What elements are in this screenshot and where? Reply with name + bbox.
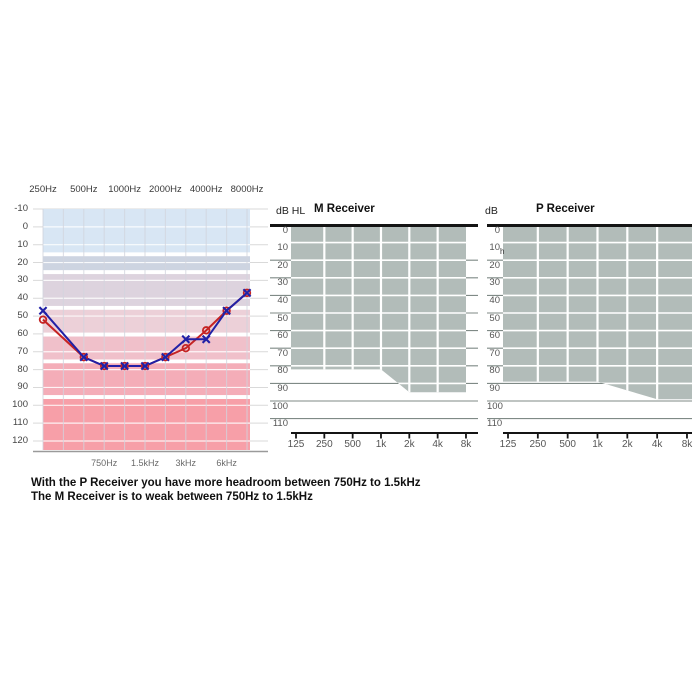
audiogram-db-label: 120	[12, 434, 28, 446]
p-receiver-freq-label: 1k	[592, 439, 603, 450]
p-receiver-db-label: 70	[489, 347, 500, 359]
m-receiver-db-label: 30	[277, 277, 288, 289]
marker-circle	[79, 352, 88, 362]
audiogram-top-freq-label: 8000Hz	[230, 184, 264, 195]
p-receiver-db-label: 0	[494, 224, 500, 236]
audiogram-db-label: 20	[17, 256, 28, 268]
note-line-1: With the P Receiver you have more headro…	[31, 477, 421, 489]
note-line-2: The M Receiver is to weak between 750Hz …	[31, 491, 313, 503]
audiogram-top-freq-label: 250Hz	[29, 184, 57, 195]
p-receiver-db-label: 30	[489, 277, 500, 289]
p-receiver-db-label: 50	[489, 312, 500, 324]
marker-circle	[99, 361, 109, 371]
m-receiver-db-label: 100	[272, 400, 288, 412]
audiogram-top-freq-label: 500Hz	[70, 184, 98, 195]
audiogram-db-label: 50	[17, 310, 28, 322]
marker-x	[120, 361, 129, 371]
marker-x	[140, 361, 150, 371]
m-receiver-db-label: 20	[277, 259, 288, 271]
m-receiver-db-label: 60	[277, 330, 288, 342]
audiogram-db-label: 100	[12, 399, 28, 411]
p-receiver-db-label: 10	[489, 242, 500, 254]
m-receiver-title: M Receiver	[314, 203, 375, 215]
m-receiver-output-area	[291, 226, 466, 393]
p-receiver-axis-unit-label: dB	[485, 205, 498, 217]
audiogram-db-label: -10	[14, 203, 28, 214]
m-receiver-db-label: 80	[277, 365, 288, 377]
p-receiver-freq-label: 125	[499, 439, 517, 450]
m-receiver-freq-label: 2k	[404, 439, 415, 450]
marker-circle	[201, 326, 211, 335]
audiogram-db-label: 30	[17, 274, 28, 286]
marker-circle	[120, 361, 129, 371]
p-receiver-db-label: 100	[487, 400, 503, 412]
p-receiver-freq-label: 500	[559, 439, 576, 450]
marker-x	[222, 306, 231, 316]
p-receiver-freq-label: 8k	[681, 439, 693, 450]
p-receiver-db-label: 60	[489, 330, 500, 342]
m-receiver-freq-label: 250	[315, 439, 333, 450]
audiogram-db-label: 0	[22, 220, 28, 232]
m-receiver-db-label: 90	[277, 382, 288, 394]
m-receiver-axis-unit-label: dB HL	[276, 205, 306, 217]
audiogram-bottom-freq-label: 1.5kHz	[130, 458, 159, 468]
m-receiver-freq-label: 500	[344, 439, 361, 450]
m-receiver-db-label: 0	[282, 224, 288, 236]
p-receiver-db-label: 20	[489, 259, 500, 271]
audiogram-bottom-freq-label: 3kHz	[175, 458, 197, 468]
stray-artifact-mark: h	[500, 247, 505, 256]
marker-x	[242, 288, 252, 298]
marker-circle	[222, 306, 231, 315]
p-receiver-freq-label: 2k	[622, 439, 633, 450]
audiogram-db-label: 60	[17, 327, 28, 339]
series-left-ear-line	[42, 292, 248, 368]
m-receiver-db-label: 110	[272, 418, 288, 430]
p-receiver-title: P Receiver	[536, 203, 595, 215]
audiogram-top-freq-label: 2000Hz	[149, 184, 182, 195]
p-receiver-db-label: 90	[489, 382, 500, 394]
m-receiver-db-label: 50	[277, 312, 288, 324]
m-receiver-freq-label: 125	[287, 439, 305, 450]
audiogram-db-label: 40	[17, 292, 28, 304]
audiogram-db-label: 70	[17, 345, 28, 357]
m-receiver-freq-label: 8k	[460, 439, 472, 450]
p-receiver-freq-label: 4k	[651, 439, 663, 450]
p-receiver-db-label: 40	[489, 294, 500, 306]
audiogram-bottom-freq-label: 750Hz	[91, 458, 118, 468]
marker-x	[99, 361, 109, 371]
marker-circle	[242, 288, 252, 298]
audiogram-db-label: 80	[17, 363, 28, 375]
audiogram-top-freq-label: 4000Hz	[189, 184, 223, 195]
p-receiver-db-label: 110	[487, 418, 503, 430]
marker-x	[201, 334, 211, 344]
audiogram-db-label: 110	[12, 417, 28, 429]
audiogram-db-label: 90	[17, 381, 28, 393]
p-receiver-freq-label: 250	[529, 439, 547, 450]
marker-circle	[181, 343, 190, 353]
m-receiver-freq-label: 4k	[432, 439, 443, 450]
marker-circle	[38, 315, 48, 324]
audiogram-bottom-freq-label: 6kHz	[216, 458, 237, 468]
p-receiver-db-label: 80	[489, 365, 500, 377]
m-receiver-db-label: 70	[277, 347, 288, 359]
marker-x	[161, 352, 170, 362]
marker-circle	[161, 352, 170, 362]
marker-circle	[140, 361, 150, 371]
m-receiver-freq-label: 1k	[375, 439, 387, 450]
marker-x	[181, 334, 191, 344]
audiogram-top-freq-label: 1000Hz	[108, 184, 141, 195]
audiogram-db-label: 10	[17, 238, 28, 250]
marker-x	[79, 352, 89, 362]
marker-x	[38, 306, 48, 316]
m-receiver-db-label: 40	[277, 294, 288, 306]
m-receiver-db-label: 10	[277, 242, 288, 254]
